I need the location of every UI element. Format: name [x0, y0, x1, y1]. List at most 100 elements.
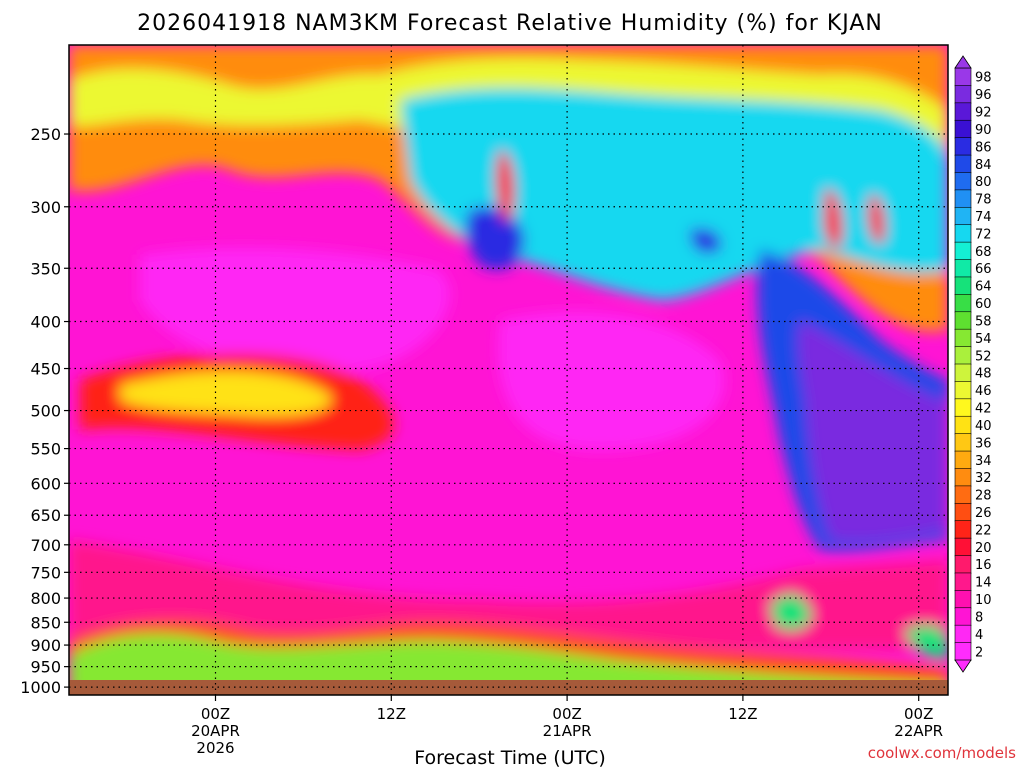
colorbar-swatch	[954, 520, 972, 539]
colorbar-label: 2	[975, 645, 983, 660]
rh-region	[498, 312, 725, 450]
rh-region	[69, 633, 948, 695]
colorbar-label: 78	[975, 193, 992, 208]
colorbar-swatch	[954, 433, 972, 452]
colorbar-label: 74	[975, 210, 992, 225]
colorbar-label: 26	[975, 506, 992, 521]
colorbar-swatch	[954, 607, 972, 626]
x-tick-label: 22APR	[894, 722, 943, 740]
y-tick-label: 450	[30, 360, 61, 379]
colorbar-label: 80	[975, 175, 992, 190]
colorbar-swatch	[954, 468, 972, 487]
colorbar-label: 36	[975, 436, 992, 451]
x-tick-label: 20APR	[191, 722, 240, 740]
y-tick-label: 850	[30, 613, 61, 632]
y-tick-label: 600	[30, 474, 61, 493]
colorbar-label: 22	[975, 523, 992, 538]
colorbar-label: 46	[975, 384, 992, 399]
colorbar-label: 68	[975, 245, 992, 260]
colorbar-swatch	[954, 241, 972, 261]
y-tick-label: 750	[30, 563, 61, 582]
colorbar-swatch	[954, 294, 972, 313]
credit-text: coolwx.com/models	[868, 744, 1016, 762]
rh-region	[465, 206, 721, 270]
chart-title: 2026041918 NAM3KM Forecast Relative Humi…	[137, 11, 883, 36]
y-tick-label: 900	[30, 636, 61, 655]
colorbar-swatch	[954, 172, 972, 191]
y-tick-label: 950	[30, 658, 61, 677]
colorbar-arrow-top	[954, 55, 972, 69]
colorbar-swatch	[954, 276, 972, 296]
colorbar-label: 28	[975, 489, 992, 504]
colorbar-label: 86	[975, 140, 992, 155]
x-tick-label: 00Z	[904, 705, 933, 723]
colorbar-swatch	[954, 67, 972, 87]
colorbar-swatch	[954, 555, 972, 574]
colorbar-swatch	[954, 206, 972, 226]
rh-region	[140, 247, 451, 372]
y-tick-label: 300	[30, 198, 61, 217]
colorbar-swatch	[954, 537, 972, 557]
colorbar-label: 48	[975, 367, 992, 382]
rh-region	[824, 189, 886, 249]
x-tick-label: 2026	[196, 739, 234, 757]
rh-region	[400, 88, 948, 301]
colorbar-label: 32	[975, 471, 992, 486]
colorbar-label: 54	[975, 332, 992, 347]
colorbar-label: 96	[975, 88, 992, 103]
rh-region	[496, 150, 515, 222]
colorbar-label: 4	[975, 628, 983, 643]
colorbar-label: 10	[975, 593, 992, 608]
colorbar-label: 16	[975, 558, 992, 573]
rh-region	[120, 371, 332, 417]
rh-field	[69, 45, 948, 695]
y-tick-label: 550	[30, 440, 61, 459]
colorbar-label: 92	[975, 106, 992, 121]
x-tick-label: 00Z	[201, 705, 230, 723]
colorbar-swatch	[954, 381, 972, 400]
colorbar-swatch	[954, 102, 972, 122]
colorbar-swatch	[954, 259, 972, 278]
colorbar-swatch	[954, 189, 972, 209]
colorbar-label: 98	[975, 71, 992, 86]
colorbar-swatch	[954, 572, 972, 592]
plot-frame	[68, 44, 949, 696]
x-tick-label: 00Z	[552, 705, 581, 723]
rh-region	[69, 540, 948, 650]
grid-lines	[69, 45, 948, 695]
colorbar-swatch	[954, 154, 972, 174]
colorbar-swatch	[954, 450, 972, 470]
y-tick-label: 350	[30, 259, 61, 278]
colorbar-label: 14	[975, 576, 992, 591]
colorbar-label: 52	[975, 349, 992, 364]
y-tick-label: 500	[30, 402, 61, 421]
y-tick-label: 650	[30, 506, 61, 525]
x-tick-label: 21APR	[543, 722, 592, 740]
rh-region	[797, 320, 948, 542]
colorbar-swatch	[954, 398, 972, 418]
y-tick-label: 800	[30, 589, 61, 608]
colorbar-swatch	[954, 485, 972, 505]
colorbar-swatch	[954, 415, 972, 435]
x-tick-label: 12Z	[728, 705, 757, 723]
colorbar-swatch	[954, 119, 972, 139]
colorbar-label: 34	[975, 454, 992, 469]
colorbar-swatch	[954, 85, 972, 104]
colorbar-arrow-bottom	[954, 659, 972, 673]
colorbar-swatch	[954, 624, 972, 644]
colorbar-label: 58	[975, 314, 992, 329]
colorbar-label: 64	[975, 280, 992, 295]
colorbar-swatch	[954, 311, 972, 330]
y-axis: 250 300 350 400 450 500 550 600 650 700 750 800 850 9…	[20, 125, 69, 697]
colorbar-swatch	[954, 346, 972, 365]
y-tick-label: 1000	[20, 678, 61, 697]
terrain-bar	[69, 680, 948, 695]
y-tick-label: 400	[30, 313, 61, 332]
colorbar-swatch	[954, 328, 972, 348]
colorbar-swatch	[954, 363, 972, 383]
colorbar-swatch	[954, 137, 972, 156]
colorbar-label: 72	[975, 227, 992, 242]
colorbar-swatch	[954, 502, 972, 522]
